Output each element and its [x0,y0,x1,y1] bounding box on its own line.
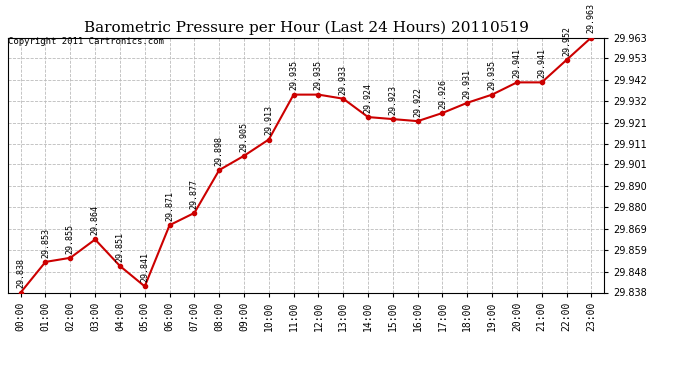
Text: 29.941: 29.941 [513,48,522,78]
Title: Barometric Pressure per Hour (Last 24 Hours) 20110519: Barometric Pressure per Hour (Last 24 Ho… [83,21,529,35]
Text: 29.877: 29.877 [190,179,199,209]
Text: 29.933: 29.933 [339,64,348,94]
Text: 29.838: 29.838 [16,258,26,288]
Text: 29.841: 29.841 [140,252,149,282]
Text: 29.923: 29.923 [388,85,397,115]
Text: 29.935: 29.935 [314,60,323,90]
Text: 29.935: 29.935 [289,60,298,90]
Text: 29.851: 29.851 [115,232,124,262]
Text: 29.898: 29.898 [215,136,224,166]
Text: 29.905: 29.905 [239,122,248,152]
Text: 29.931: 29.931 [463,69,472,99]
Text: 29.924: 29.924 [364,83,373,113]
Text: 29.853: 29.853 [41,228,50,258]
Text: 29.952: 29.952 [562,26,571,56]
Text: 29.871: 29.871 [165,191,174,221]
Text: 29.926: 29.926 [438,79,447,109]
Text: 29.941: 29.941 [538,48,546,78]
Text: 29.935: 29.935 [488,60,497,90]
Text: Copyright 2011 Cartronics.com: Copyright 2011 Cartronics.com [8,38,164,46]
Text: 29.913: 29.913 [264,105,273,135]
Text: 29.922: 29.922 [413,87,422,117]
Text: 29.855: 29.855 [66,224,75,254]
Text: 29.963: 29.963 [586,3,596,33]
Text: 29.864: 29.864 [90,205,99,235]
